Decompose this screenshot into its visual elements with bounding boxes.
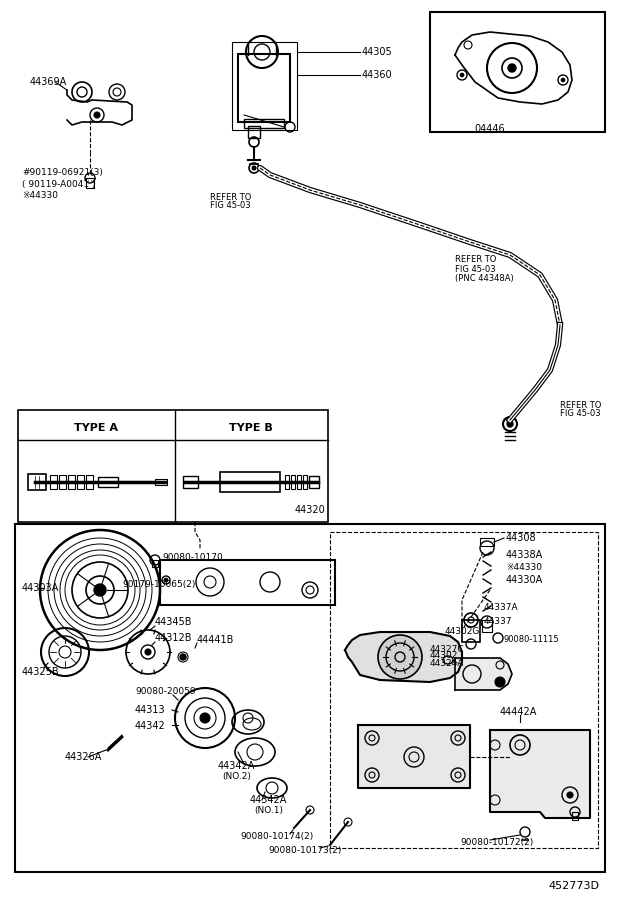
Bar — [297, 475, 301, 489]
Text: 90179-10065(2): 90179-10065(2) — [122, 580, 195, 589]
Bar — [86, 475, 93, 489]
Text: 90080-10172(2): 90080-10172(2) — [460, 838, 533, 847]
Bar — [238, 54, 290, 122]
Circle shape — [507, 421, 513, 427]
Text: 44442A: 44442A — [500, 707, 538, 717]
Bar — [572, 812, 578, 820]
Bar — [18, 410, 328, 522]
Text: (PNC 44348A): (PNC 44348A) — [455, 274, 514, 283]
Text: 44330A: 44330A — [506, 575, 543, 585]
Text: 90080-10170: 90080-10170 — [162, 554, 223, 562]
Text: REFER TO: REFER TO — [560, 400, 601, 410]
Text: 44308: 44308 — [506, 533, 537, 543]
Bar — [309, 476, 319, 488]
Bar — [15, 524, 605, 872]
Text: 44338A: 44338A — [506, 550, 543, 560]
Bar — [68, 475, 75, 489]
Text: 44320: 44320 — [295, 505, 326, 515]
Bar — [152, 560, 158, 567]
Text: 44342: 44342 — [135, 721, 166, 731]
Text: REFER TO: REFER TO — [455, 256, 497, 265]
Polygon shape — [490, 730, 590, 818]
Bar — [183, 476, 198, 488]
Circle shape — [145, 649, 151, 655]
Text: 44441B: 44441B — [197, 635, 234, 645]
Text: 44342A: 44342A — [218, 761, 255, 771]
Polygon shape — [345, 632, 462, 682]
Circle shape — [252, 166, 256, 170]
Text: TYPE A: TYPE A — [74, 423, 118, 433]
Text: 44302G: 44302G — [445, 627, 480, 636]
Text: 44325B: 44325B — [22, 667, 60, 677]
Text: TYPE B: TYPE B — [229, 423, 273, 433]
Bar — [303, 475, 307, 489]
Text: 44337: 44337 — [484, 617, 513, 626]
Bar — [160, 560, 335, 605]
Text: #90119-06921(3): #90119-06921(3) — [22, 168, 103, 177]
Bar — [285, 475, 289, 489]
Bar — [291, 475, 295, 489]
Circle shape — [567, 792, 573, 798]
Bar — [86, 178, 94, 188]
Text: 44360: 44360 — [362, 70, 392, 80]
Text: 44305: 44305 — [362, 47, 392, 57]
Text: 44337A: 44337A — [484, 604, 518, 613]
Circle shape — [508, 64, 516, 72]
Text: 44327C: 44327C — [430, 645, 464, 654]
Circle shape — [200, 713, 210, 723]
Text: 90080-10174(2): 90080-10174(2) — [240, 832, 313, 841]
Bar — [155, 479, 167, 485]
Text: ※44330: ※44330 — [22, 191, 58, 200]
Polygon shape — [455, 658, 512, 690]
Bar — [248, 126, 260, 138]
Circle shape — [94, 112, 100, 118]
Bar — [77, 475, 84, 489]
Bar — [232, 42, 297, 130]
Text: 452773D: 452773D — [548, 881, 599, 891]
Circle shape — [378, 635, 422, 679]
Text: ※44330: ※44330 — [506, 562, 542, 572]
Text: 44313: 44313 — [135, 705, 166, 715]
Text: 44326A: 44326A — [65, 752, 102, 762]
Text: ( 90119-A0041 ): ( 90119-A0041 ) — [22, 179, 95, 188]
Text: (NO.2): (NO.2) — [222, 772, 251, 781]
Text: 44312B: 44312B — [155, 633, 192, 643]
Circle shape — [94, 584, 106, 596]
Text: 90080-11115: 90080-11115 — [504, 635, 560, 644]
Text: 44369A: 44369A — [30, 77, 67, 87]
Bar — [98, 477, 118, 487]
Bar — [482, 620, 492, 632]
Bar — [50, 475, 57, 489]
Text: (NO.1): (NO.1) — [254, 806, 283, 815]
Circle shape — [164, 578, 168, 582]
Text: 44324A: 44324A — [430, 660, 464, 669]
Text: 44302: 44302 — [430, 652, 458, 661]
Polygon shape — [358, 725, 470, 788]
Bar — [244, 119, 284, 128]
Bar — [28, 474, 46, 490]
Text: 44303A: 44303A — [22, 583, 60, 593]
Text: REFER TO: REFER TO — [210, 193, 251, 202]
Circle shape — [180, 654, 186, 660]
Circle shape — [561, 78, 565, 82]
Text: FIG 45-03: FIG 45-03 — [455, 265, 495, 274]
Circle shape — [495, 677, 505, 687]
Bar — [462, 620, 480, 642]
Circle shape — [460, 73, 464, 77]
Bar — [430, 12, 605, 132]
Text: 90080-10173(2): 90080-10173(2) — [268, 845, 342, 854]
Text: FIG 45-03: FIG 45-03 — [210, 201, 250, 210]
Text: 44342A: 44342A — [250, 795, 288, 805]
Bar — [220, 472, 280, 492]
Text: 44345B: 44345B — [155, 617, 192, 627]
Bar — [480, 538, 494, 546]
Bar — [59, 475, 66, 489]
Text: FIG 45-03: FIG 45-03 — [560, 410, 601, 418]
Text: 04446: 04446 — [475, 124, 505, 134]
Text: 90080-20059: 90080-20059 — [135, 688, 196, 697]
